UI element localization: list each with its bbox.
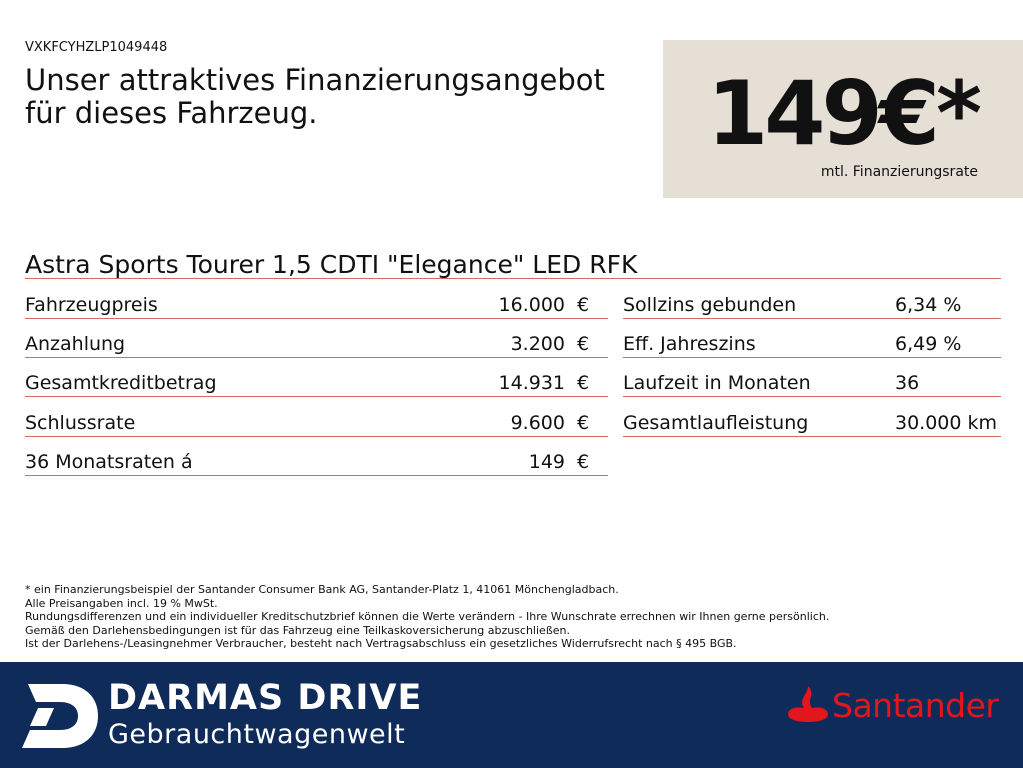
- rule: [25, 278, 1001, 279]
- bank-name: Santander: [832, 686, 999, 725]
- footer: DARMAS DRIVE Gebrauchtwagenwelt Santande…: [0, 662, 1023, 768]
- rule: [25, 357, 608, 359]
- price-label: mtl. Finanzierungsrate: [820, 164, 978, 180]
- row-label: Fahrzeugpreis: [25, 294, 158, 316]
- price-amount: 149€*: [707, 62, 982, 165]
- row-label: Gesamtlaufleistung: [623, 411, 809, 434]
- rule: [623, 396, 1001, 398]
- rule: [623, 357, 1001, 359]
- row-unit: €: [577, 411, 590, 434]
- row-value: 6,34 %: [895, 294, 962, 316]
- footnotes: * ein Finanzierungsbeispiel der Santande…: [25, 583, 829, 651]
- row-unit: €: [577, 372, 590, 395]
- rule: [25, 435, 608, 437]
- sub-brand: Gebrauchtwagenwelt: [108, 719, 406, 750]
- row-label: Sollzins gebunden: [623, 294, 797, 316]
- rule: [25, 474, 608, 476]
- row-unit: €: [577, 294, 590, 316]
- vin: VXKFCYHZLP1049448: [25, 40, 168, 55]
- row-value: 149: [528, 450, 565, 473]
- rule: [25, 396, 608, 398]
- row-unit: €: [577, 333, 590, 356]
- row-value: 30.000 km: [895, 411, 998, 434]
- headline: für dieses Fahrzeug.: [25, 96, 318, 130]
- headline: Unser attraktives Finanzierungsangebot: [25, 63, 605, 97]
- row-value: 14.931: [498, 372, 565, 395]
- model-title: Astra Sports Tourer 1,5 CDTI "Elegance" …: [25, 250, 638, 279]
- row-label: 36 Monatsraten á: [25, 450, 193, 473]
- row-label: Schlussrate: [25, 411, 136, 434]
- row-label: Anzahlung: [25, 333, 126, 356]
- price-box: 149€* mtl. Finanzierungsrate: [663, 40, 1023, 198]
- rule: [25, 318, 608, 319]
- footnote: Alle Preisangaben incl. 19 % MwSt.: [25, 596, 218, 610]
- bank-logo: [788, 686, 828, 722]
- row-value: 16.000: [498, 294, 565, 316]
- rule: [623, 435, 1001, 437]
- footnote: Rundungsdifferenzen und ein individuelle…: [25, 610, 830, 623]
- brand-logo: [22, 684, 98, 748]
- row-unit: €: [577, 450, 590, 473]
- row-value: 3.200: [510, 333, 565, 356]
- row-value: 36: [895, 372, 920, 395]
- row-value: 6,49 %: [895, 333, 962, 356]
- rule: [623, 318, 1001, 319]
- footnote: Ist der Darlehens-/Leasingnehmer Verbrau…: [25, 637, 737, 650]
- brand: DARMAS DRIVE: [108, 678, 423, 718]
- row-value: 9.600: [510, 411, 565, 434]
- row-label: Gesamtkreditbetrag: [25, 372, 217, 395]
- row-label: Eff. Jahreszins: [623, 333, 756, 356]
- footnote: Gemäß den Darlehensbedingungen ist für d…: [25, 623, 570, 637]
- footnote: * ein Finanzierungsbeispiel der Santande…: [25, 583, 619, 596]
- row-label: Laufzeit in Monaten: [623, 372, 811, 395]
